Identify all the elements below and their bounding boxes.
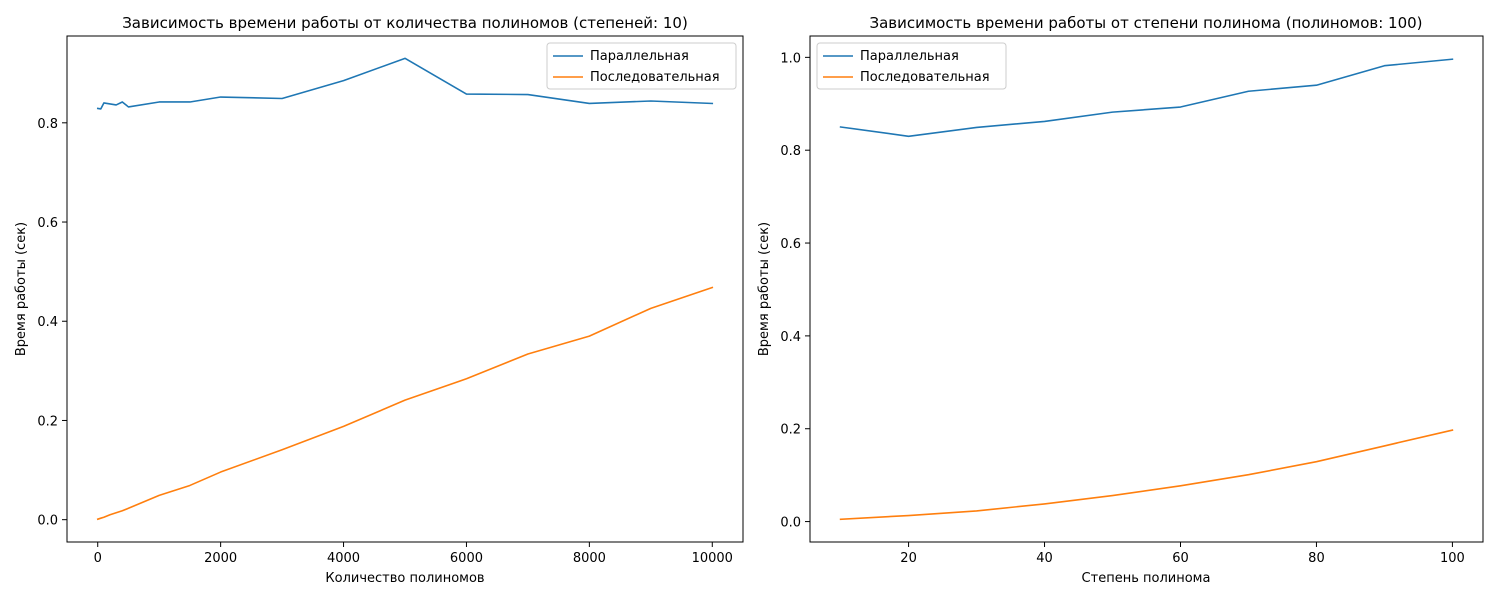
x-tick-label: 100 <box>1440 551 1465 566</box>
y-tick-label: 0.4 <box>37 315 58 330</box>
x-tick-label: 20 <box>900 551 917 566</box>
y-tick-label: 0.6 <box>37 216 58 231</box>
plot-area-frame <box>809 35 1484 543</box>
series-line-sequential <box>839 429 1454 521</box>
ticks-layer: 20 40 60 80 100 0.0 0.2 0.4 0.6 0.8 1.0 <box>780 51 1465 566</box>
legend-label-sequential: Последовательная <box>860 70 990 85</box>
x-tick-label: 6000 <box>450 551 483 566</box>
y-tick-label: 0.0 <box>780 516 801 531</box>
x-axis-label: Количество полиномов <box>325 571 484 586</box>
legend-box <box>546 42 737 90</box>
legend: Параллельная Последовательная <box>816 42 1007 90</box>
x-tick-label: 80 <box>1308 551 1325 566</box>
chart-right: Зависимость времени работы от степени по… <box>757 14 1484 586</box>
legend-box <box>816 42 1007 90</box>
legend-label-sequential: Последовательная <box>590 70 720 85</box>
x-tick-label: 60 <box>1172 551 1189 566</box>
legend-label-parallel: Параллельная <box>860 49 959 64</box>
x-tick-label: 2000 <box>204 551 237 566</box>
x-tick-label: 4000 <box>327 551 360 566</box>
x-tick-label: 40 <box>1036 551 1053 566</box>
x-tick-label: 0 <box>94 551 102 566</box>
legend: Параллельная Последовательная <box>546 42 737 90</box>
y-tick-label: 0.4 <box>780 330 801 345</box>
y-tick-label: 1.0 <box>780 51 801 66</box>
y-tick-label: 0.6 <box>780 237 801 252</box>
series-line-sequential <box>96 286 714 521</box>
series-line-parallel <box>839 58 1454 138</box>
chart-title: Зависимость времени работы от степени по… <box>869 14 1422 32</box>
chart-title: Зависимость времени работы от количества… <box>122 14 688 32</box>
y-tick-label: 0.2 <box>780 423 801 438</box>
legend-label-parallel: Параллельная <box>590 49 689 64</box>
y-tick-label: 0.0 <box>37 514 58 529</box>
x-tick-label: 10000 <box>692 551 733 566</box>
y-axis-label: Время работы (сек) <box>14 222 29 356</box>
series-layer <box>839 58 1454 521</box>
series-line-parallel <box>96 57 714 110</box>
ticks-layer: 0 2000 4000 6000 8000 10000 0.0 0.2 0.4 0.6 0.8 <box>37 117 733 566</box>
plot-area-frame <box>66 35 744 543</box>
y-tick-label: 0.8 <box>780 144 801 159</box>
x-axis-label: Степень полинома <box>1082 571 1211 586</box>
y-tick-label: 0.2 <box>37 414 58 429</box>
series-layer <box>96 57 714 521</box>
x-tick-label: 8000 <box>573 551 606 566</box>
y-tick-label: 0.8 <box>37 117 58 132</box>
chart-left: Зависимость времени работы от количества… <box>14 14 744 586</box>
y-axis-label: Время работы (сек) <box>757 222 772 356</box>
